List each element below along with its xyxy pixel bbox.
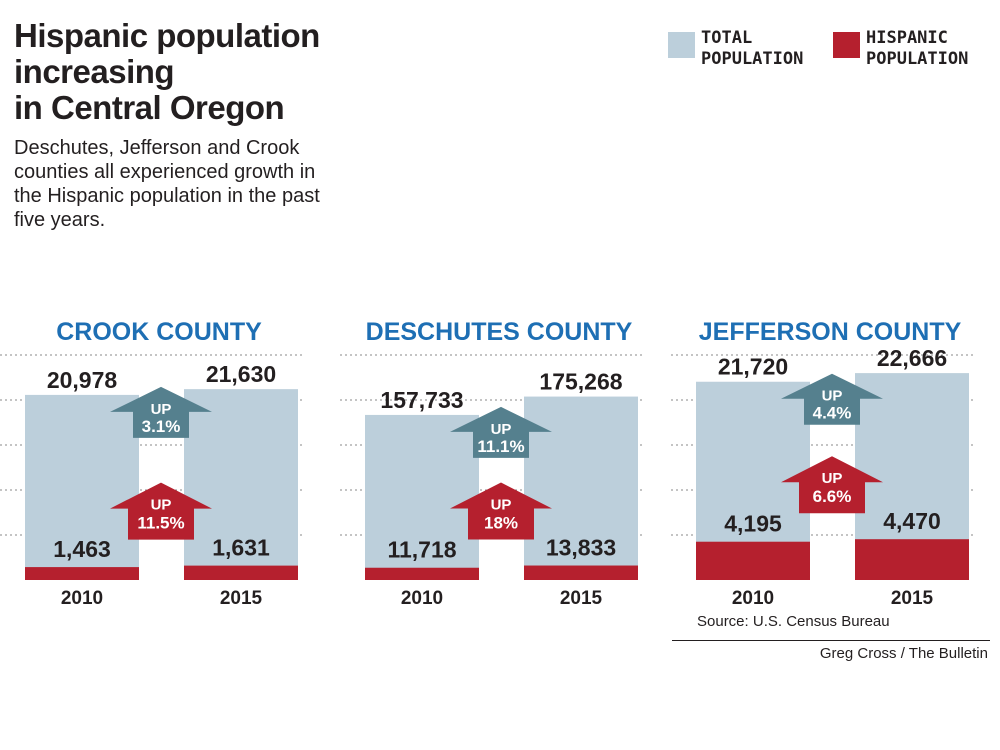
total-value-label: 21,720 xyxy=(718,354,788,380)
hispanic-bar xyxy=(25,567,139,580)
hispanic-value-label: 4,195 xyxy=(724,511,782,537)
hispanic-bar xyxy=(524,565,638,580)
hispanic-change-arrow xyxy=(781,456,883,514)
county-chart-3: JEFFERSON COUNTY 21,720 4,195 2010 22,666 4,4… xyxy=(671,318,974,609)
legend-label-hispanic: HISPANIC POPULATION xyxy=(866,28,969,69)
hispanic-change-arrow xyxy=(450,482,552,540)
hispanic-change-word: UP xyxy=(491,497,512,514)
total-change-word: UP xyxy=(151,401,172,418)
credit-line: Greg Cross / The Bulletin xyxy=(819,645,988,662)
total-bar xyxy=(365,414,479,580)
hispanic-value-label: 13,833 xyxy=(546,535,616,561)
year-label: 2015 xyxy=(891,588,934,609)
total-change-arrow xyxy=(781,373,883,425)
year-label: 2010 xyxy=(732,588,774,609)
year-label: 2010 xyxy=(401,588,443,609)
total-change-pct: 4.4% xyxy=(813,404,852,423)
hispanic-value-label: 1,631 xyxy=(212,535,270,561)
chart-title-line-1: Hispanic population xyxy=(14,17,320,54)
chart-subtitle: Deschutes, Jefferson and Crook counties … xyxy=(14,137,320,231)
total-bar xyxy=(524,396,638,580)
total-bar xyxy=(25,394,139,580)
total-bar xyxy=(184,389,298,580)
hispanic-bar xyxy=(184,565,298,580)
total-change-pct: 3.1% xyxy=(142,417,181,436)
legend: TOTAL POPULATION HISPANIC POPULATION xyxy=(668,28,998,78)
total-change-arrow xyxy=(110,386,212,438)
hispanic-bar xyxy=(365,567,479,580)
credit-divider xyxy=(672,640,990,641)
total-value-label: 22,666 xyxy=(877,345,947,371)
hispanic-change-word: UP xyxy=(822,470,843,487)
county-title: JEFFERSON COUNTY xyxy=(699,318,962,346)
chart-title-line-3: in Central Oregon xyxy=(14,89,285,126)
hispanic-change-pct: 6.6% xyxy=(813,487,852,506)
county-title: CROOK COUNTY xyxy=(56,318,262,346)
total-change-word: UP xyxy=(822,388,843,405)
legend-swatch-hispanic xyxy=(833,32,860,58)
hispanic-change-word: UP xyxy=(151,497,172,514)
total-value-label: 175,268 xyxy=(539,369,622,395)
hispanic-change-pct: 11.5% xyxy=(137,514,184,533)
county-chart-2: DESCHUTES COUNTY 157,733 11,718 2010 175,268… xyxy=(340,318,643,609)
legend-label-total: TOTAL POPULATION xyxy=(701,28,804,69)
year-label: 2015 xyxy=(220,588,263,609)
county-charts: CROOK COUNTY 20,978 1,463 2010 21,630 1,631 20… xyxy=(0,318,974,609)
hispanic-change-arrow xyxy=(110,482,212,540)
county-title: DESCHUTES COUNTY xyxy=(366,318,633,346)
chart-title-line-2: increasing xyxy=(14,53,175,90)
hispanic-change-pct: 18% xyxy=(484,514,518,533)
chart-title: Hispanic population increasing in Centra… xyxy=(14,18,320,126)
hispanic-value-label: 11,718 xyxy=(387,537,456,563)
county-chart-1: CROOK COUNTY 20,978 1,463 2010 21,630 1,631 20… xyxy=(0,318,303,609)
total-value-label: 157,733 xyxy=(380,387,463,413)
total-change-pct: 11.1% xyxy=(477,437,524,456)
hispanic-bar xyxy=(855,539,969,580)
year-label: 2010 xyxy=(61,588,103,609)
total-change-word: UP xyxy=(491,421,512,438)
hispanic-value-label: 1,463 xyxy=(53,536,111,562)
total-change-arrow xyxy=(450,406,552,458)
hispanic-bar xyxy=(696,541,810,580)
total-value-label: 21,630 xyxy=(206,361,276,387)
legend-swatch-total xyxy=(668,32,695,58)
total-value-label: 20,978 xyxy=(47,367,118,393)
year-label: 2015 xyxy=(560,588,603,609)
source-note: Source: U.S. Census Bureau xyxy=(697,613,890,630)
hispanic-value-label: 4,470 xyxy=(883,508,941,534)
